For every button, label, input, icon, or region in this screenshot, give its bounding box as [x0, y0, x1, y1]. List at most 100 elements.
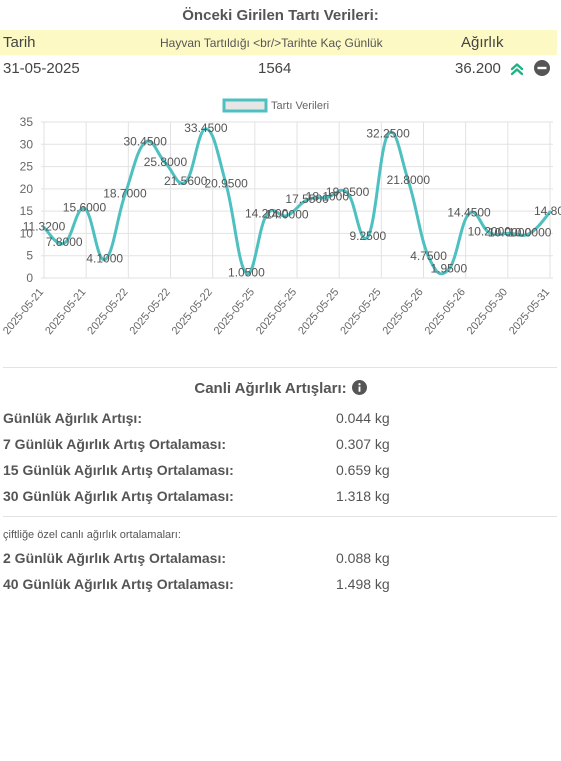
data-point[interactable]	[548, 210, 552, 214]
x-tick-label: 2025-05-26	[380, 286, 425, 337]
data-label: 4.7500	[410, 249, 447, 263]
data-point[interactable]	[62, 241, 66, 245]
cell-days: 1564	[258, 60, 292, 77]
stat-label-30day: 30 Günlük Ağırlık Artış Ortalaması:	[3, 488, 234, 504]
data-point[interactable]	[447, 267, 451, 271]
x-tick-label: 2025-05-30	[465, 286, 510, 337]
y-tick-label: 35	[20, 115, 34, 129]
data-point[interactable]	[285, 214, 289, 218]
cell-date: 31-05-2025	[3, 60, 80, 77]
data-label: 32.2500	[366, 126, 410, 140]
legend-swatch	[222, 98, 268, 113]
column-header-days: Hayvan Tartıldığı <br/>Tarihte Kaç Günlü…	[160, 36, 383, 50]
stat-value-30day: 1.318 kg	[336, 488, 390, 504]
data-point[interactable]	[42, 226, 46, 230]
data-point[interactable]	[224, 183, 228, 187]
data-label: 21.5600	[164, 174, 208, 188]
data-label: 17.5500	[285, 192, 329, 206]
x-tick-label: 2025-05-25	[254, 286, 299, 337]
data-label: 7.8000	[46, 235, 83, 249]
data-point[interactable]	[82, 206, 86, 210]
data-point[interactable]	[305, 198, 309, 202]
data-point[interactable]	[467, 212, 471, 216]
y-tick-label: 10	[20, 226, 34, 240]
data-point[interactable]	[325, 195, 329, 199]
farm-stat-value-2day: 0.088 kg	[336, 550, 390, 566]
data-label: 1.0500	[228, 265, 265, 279]
x-tick-label: 2025-05-25	[212, 286, 257, 337]
data-label: 10.0000	[508, 225, 552, 239]
data-label: 11.3200	[23, 220, 66, 234]
x-tick-label: 2025-05-25	[338, 286, 383, 337]
x-tick-label: 2025-05-21	[43, 286, 88, 337]
stat-label-7day: 7 Günlük Ağırlık Artış Ortalaması:	[3, 436, 227, 452]
data-point[interactable]	[528, 231, 532, 235]
data-point[interactable]	[244, 271, 248, 275]
stat-value-15day: 0.659 kg	[336, 462, 390, 478]
data-point[interactable]	[184, 180, 188, 184]
table-row: 31-05-2025 1564 36.200	[0, 58, 557, 80]
data-point[interactable]	[366, 235, 370, 239]
data-label: 21.8000	[387, 173, 431, 187]
divider	[3, 367, 557, 368]
data-point[interactable]	[346, 191, 350, 195]
data-point[interactable]	[406, 179, 410, 183]
data-label: 18.7000	[103, 187, 147, 201]
data-point[interactable]	[487, 231, 491, 235]
y-tick-label: 0	[26, 271, 33, 285]
data-label: 25.8000	[144, 155, 188, 169]
stats-title: Canli Ağırlık Artışları:	[0, 380, 561, 397]
legend[interactable]: Tartı Verileri	[222, 98, 329, 113]
minus-circle-icon[interactable]	[534, 60, 550, 76]
data-point[interactable]	[163, 161, 167, 165]
y-tick-label: 20	[20, 182, 34, 196]
data-point[interactable]	[123, 193, 127, 197]
x-tick-label: 2025-05-22	[127, 286, 172, 337]
data-point[interactable]	[386, 132, 390, 136]
data-label: 14.2000	[245, 207, 289, 221]
data-label: 33.4500	[184, 121, 228, 135]
data-label: 30.4500	[124, 134, 168, 148]
x-tick-label: 2025-05-21	[1, 286, 46, 337]
info-circle-icon[interactable]	[351, 380, 367, 395]
stat-label-15day: 15 Günlük Ağırlık Artış Ortalaması:	[3, 462, 234, 478]
data-point[interactable]	[508, 231, 512, 235]
series-line-tarti-verileri	[42, 127, 552, 276]
page-title: Önceki Girilen Tartı Verileri:	[182, 7, 379, 24]
data-label: 18.1000	[306, 189, 350, 203]
data-label: 10.2000	[468, 225, 512, 239]
farm-stat-label-40day: 40 Günlük Ağırlık Artış Ortalaması:	[3, 576, 234, 592]
double-chevron-up-icon[interactable]	[510, 62, 524, 76]
divider	[3, 516, 557, 517]
data-point[interactable]	[143, 140, 147, 144]
data-label: 10.0000	[488, 225, 532, 239]
x-tick-label: 2025-05-22	[85, 286, 130, 337]
stat-value-7day: 0.307 kg	[336, 436, 390, 452]
data-point[interactable]	[265, 213, 269, 217]
weight-chart: Tartı Verileri 0 5 10 15 20 25 30 35 2025-05-21…	[1, 98, 561, 337]
data-point[interactable]	[427, 255, 431, 259]
column-header-weight: Ağırlık	[461, 34, 504, 51]
stats-title-text: Canli Ağırlık Artışları:	[194, 380, 347, 397]
data-label: 15.6000	[63, 200, 107, 214]
data-point[interactable]	[103, 258, 107, 262]
stat-value-daily: 0.044 kg	[336, 410, 390, 426]
legend-label: Tartı Verileri	[271, 100, 329, 112]
x-tick-label: 2025-05-22	[170, 286, 215, 337]
farm-stat-label-2day: 2 Günlük Ağırlık Artış Ortalaması:	[3, 550, 227, 566]
data-label: 14.8000	[534, 204, 561, 218]
y-tick-label: 30	[20, 137, 34, 151]
data-label: 9.2500	[349, 229, 386, 243]
x-tick-label: 2025-05-31	[507, 286, 552, 337]
y-tick-label: 5	[26, 249, 33, 263]
data-label: 14.4500	[447, 206, 491, 220]
y-tick-label: 25	[20, 160, 34, 174]
stat-label-daily: Günlük Ağırlık Artışı:	[3, 410, 142, 426]
x-tick-label: 2025-05-25	[296, 286, 341, 337]
x-tick-label: 2025-05-26	[423, 286, 468, 337]
data-point[interactable]	[204, 127, 208, 131]
data-label: 1.9500	[430, 261, 467, 275]
data-label: 19.0500	[326, 185, 370, 199]
data-label: 20.9500	[204, 177, 248, 191]
data-label: 14.0000	[265, 208, 309, 222]
